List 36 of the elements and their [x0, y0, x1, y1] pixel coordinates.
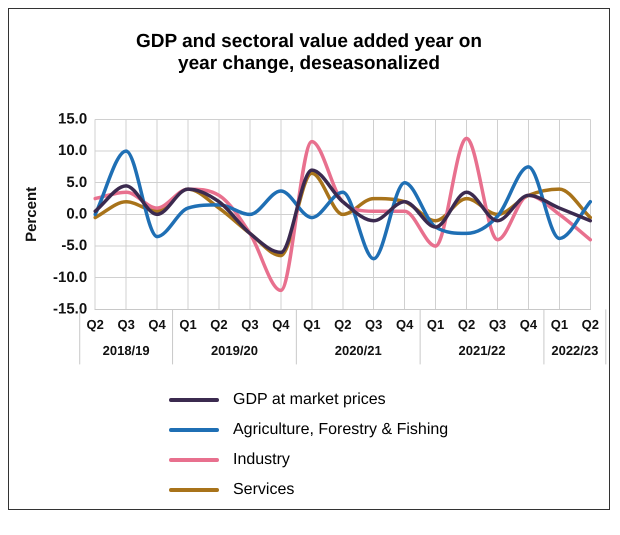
legend-label: GDP at market prices	[233, 391, 386, 409]
text: 2022/23	[551, 342, 598, 358]
text: 2019/20	[210, 342, 258, 358]
x-tick-label: Q2	[210, 316, 228, 332]
x-tick-label: Q1	[303, 316, 320, 332]
line-series	[93, 149, 592, 260]
x-tick-label: Q4	[272, 316, 290, 332]
y-tick-label: 15.0	[58, 110, 88, 128]
y-tick-label: -15.0	[52, 300, 88, 318]
y-axis-title: Percent	[23, 186, 40, 242]
x-tick-label: Q4	[520, 316, 538, 332]
text: 2021/22	[458, 342, 506, 358]
x-tick-label: Q2	[458, 316, 476, 332]
x-tick-label: Q2	[582, 316, 599, 332]
x-tick-label: Q3	[241, 316, 259, 332]
x-tick-label: Q3	[488, 316, 506, 332]
x-tick-label: Q1	[550, 316, 568, 332]
y-tick-label: -10.0	[52, 268, 88, 286]
legend-label: Services	[233, 481, 294, 499]
x-tick-label: Q4	[396, 316, 414, 332]
y-tick-label: 5.0	[66, 174, 88, 191]
chart-title: GDP and sectoral value added year on year change, deseasonalized	[135, 31, 483, 75]
x-tick-label: Q1	[179, 316, 197, 332]
x-tick-label: Q1	[426, 316, 444, 332]
y-tick-label: 10.0	[58, 142, 88, 160]
x-tick-label: Q4	[148, 316, 167, 332]
x-tick-label: Q2	[86, 316, 104, 332]
legend-label: Industry	[233, 451, 290, 469]
legend-label: Agriculture, Forestry & Fishing	[233, 421, 448, 439]
text: 2020/21	[334, 342, 382, 358]
y-tick-label: -5.0	[61, 237, 88, 254]
x-tick-label: Q3	[365, 316, 382, 332]
x-tick-label: Q2	[334, 316, 352, 332]
text: 2018/19	[102, 342, 150, 358]
x-tick-label: Q3	[117, 316, 135, 332]
y-tick-label: 0.0	[66, 206, 88, 223]
